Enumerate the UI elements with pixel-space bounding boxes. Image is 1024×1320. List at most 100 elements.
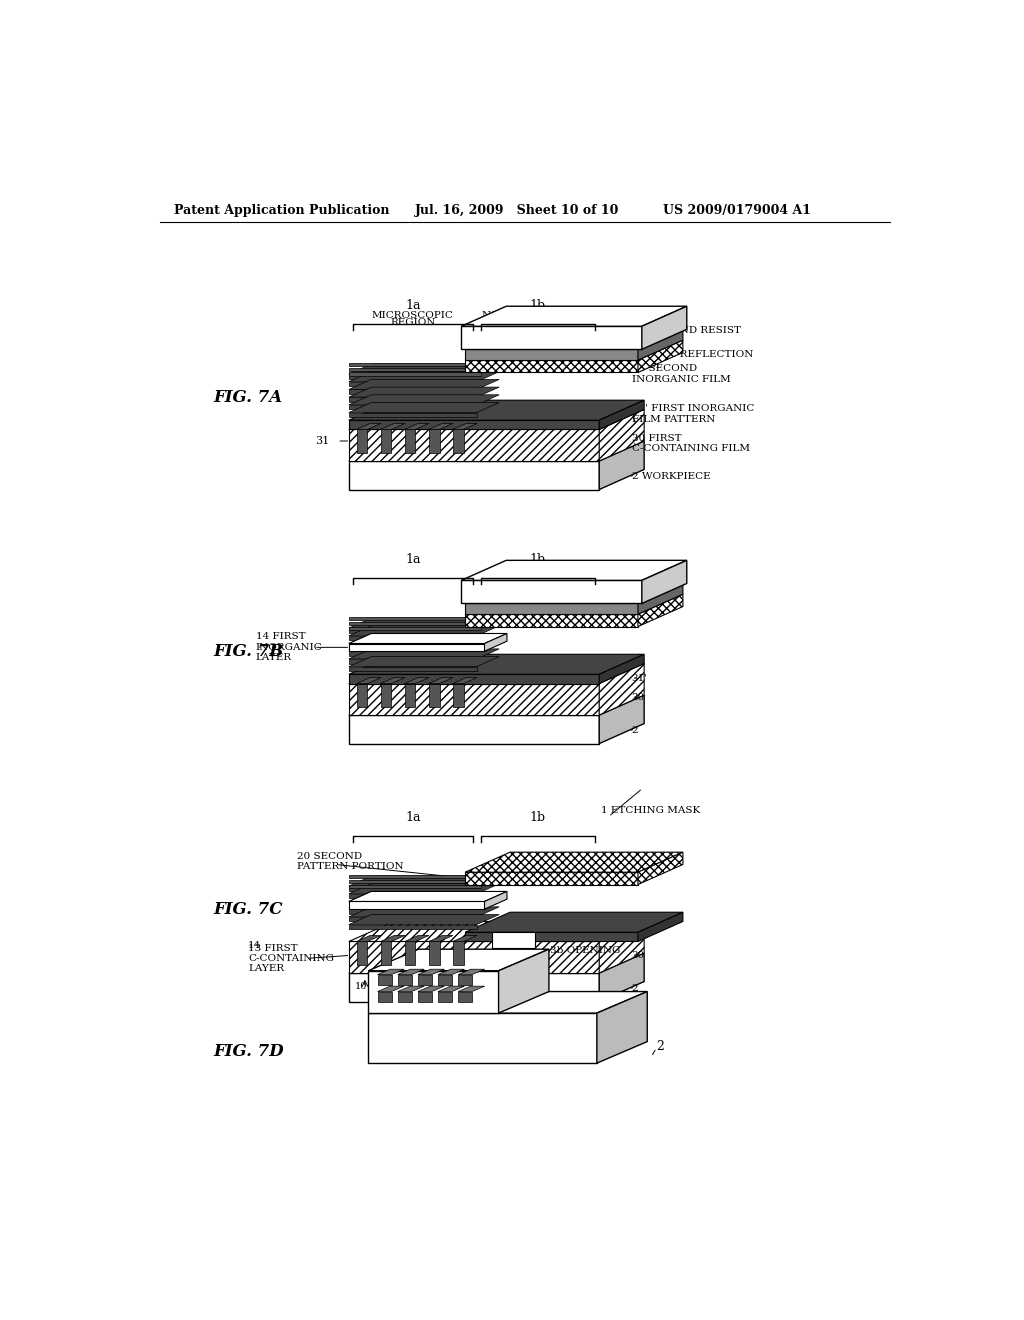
Polygon shape bbox=[461, 561, 687, 581]
Text: FIG. 7D: FIG. 7D bbox=[213, 1043, 284, 1060]
Polygon shape bbox=[429, 684, 439, 706]
Text: 31': 31' bbox=[632, 673, 648, 682]
Polygon shape bbox=[349, 420, 599, 429]
Text: REGION: REGION bbox=[515, 318, 561, 327]
Polygon shape bbox=[349, 395, 500, 405]
Text: 30: 30 bbox=[632, 950, 645, 960]
Text: 36: 36 bbox=[632, 615, 645, 624]
Polygon shape bbox=[599, 696, 644, 743]
Polygon shape bbox=[429, 677, 453, 684]
Polygon shape bbox=[369, 970, 499, 1014]
Text: NON-MICROSCOPIC: NON-MICROSCOPIC bbox=[482, 310, 594, 319]
Polygon shape bbox=[349, 634, 507, 644]
Polygon shape bbox=[638, 341, 683, 372]
Polygon shape bbox=[349, 884, 480, 887]
Polygon shape bbox=[404, 424, 429, 429]
Text: 30 FIRST
C-CONTAINING FILM: 30 FIRST C-CONTAINING FILM bbox=[632, 433, 750, 453]
Polygon shape bbox=[597, 991, 647, 1063]
Polygon shape bbox=[349, 618, 480, 620]
Text: Patent Application Publication: Patent Application Publication bbox=[174, 205, 390, 218]
Polygon shape bbox=[638, 853, 683, 884]
Polygon shape bbox=[349, 636, 477, 640]
Text: 1b: 1b bbox=[529, 553, 546, 566]
Polygon shape bbox=[349, 409, 644, 429]
Polygon shape bbox=[418, 986, 444, 991]
Polygon shape bbox=[397, 974, 412, 985]
Text: 2: 2 bbox=[632, 726, 638, 735]
Polygon shape bbox=[458, 991, 472, 1002]
Polygon shape bbox=[599, 921, 644, 973]
Polygon shape bbox=[418, 991, 432, 1002]
Polygon shape bbox=[381, 936, 404, 941]
Text: 37: 37 bbox=[632, 605, 645, 614]
Polygon shape bbox=[381, 941, 391, 965]
Text: 2: 2 bbox=[632, 983, 638, 993]
Polygon shape bbox=[349, 659, 477, 664]
Polygon shape bbox=[465, 932, 638, 941]
Text: 13 FIRST
C-CONTAINING
LAYER: 13 FIRST C-CONTAINING LAYER bbox=[248, 944, 334, 973]
Polygon shape bbox=[465, 583, 683, 603]
Polygon shape bbox=[349, 387, 500, 397]
Polygon shape bbox=[349, 715, 599, 743]
Polygon shape bbox=[349, 649, 500, 659]
Polygon shape bbox=[465, 330, 683, 350]
Polygon shape bbox=[349, 397, 477, 401]
Text: 31': 31' bbox=[632, 932, 648, 941]
Polygon shape bbox=[465, 360, 638, 372]
Polygon shape bbox=[458, 974, 472, 985]
Polygon shape bbox=[349, 412, 477, 417]
Polygon shape bbox=[381, 684, 391, 706]
Polygon shape bbox=[349, 400, 644, 420]
Text: 10: 10 bbox=[402, 982, 416, 991]
Polygon shape bbox=[418, 974, 432, 985]
Text: 14: 14 bbox=[248, 941, 261, 950]
Polygon shape bbox=[349, 441, 644, 461]
Text: 1b: 1b bbox=[529, 300, 546, 313]
Text: MICROSCOPIC: MICROSCOPIC bbox=[372, 310, 454, 319]
Polygon shape bbox=[356, 677, 381, 684]
Polygon shape bbox=[349, 899, 500, 909]
Polygon shape bbox=[349, 953, 644, 973]
Polygon shape bbox=[349, 644, 484, 651]
Text: 31: 31 bbox=[315, 436, 330, 446]
Polygon shape bbox=[418, 969, 444, 974]
Polygon shape bbox=[349, 907, 500, 917]
Polygon shape bbox=[349, 891, 500, 902]
Polygon shape bbox=[453, 677, 477, 684]
Polygon shape bbox=[356, 429, 368, 453]
Polygon shape bbox=[356, 941, 368, 965]
Text: 38 SECOND RESIST: 38 SECOND RESIST bbox=[632, 326, 740, 335]
Text: 2: 2 bbox=[656, 1040, 665, 1053]
Polygon shape bbox=[349, 429, 599, 461]
Polygon shape bbox=[369, 1014, 597, 1063]
Polygon shape bbox=[453, 936, 477, 941]
Polygon shape bbox=[356, 936, 381, 941]
Polygon shape bbox=[349, 622, 480, 626]
Text: 10: 10 bbox=[355, 982, 368, 991]
Polygon shape bbox=[369, 991, 647, 1014]
Polygon shape bbox=[484, 634, 507, 651]
Polygon shape bbox=[349, 626, 500, 636]
Polygon shape bbox=[429, 936, 453, 941]
Polygon shape bbox=[349, 909, 477, 913]
Polygon shape bbox=[599, 441, 644, 490]
Polygon shape bbox=[349, 403, 500, 412]
Polygon shape bbox=[349, 915, 500, 924]
Polygon shape bbox=[429, 429, 439, 453]
Polygon shape bbox=[349, 381, 477, 387]
Polygon shape bbox=[638, 594, 683, 627]
Polygon shape bbox=[349, 374, 477, 379]
Polygon shape bbox=[349, 389, 477, 395]
Polygon shape bbox=[381, 677, 404, 684]
Polygon shape bbox=[404, 429, 416, 453]
Polygon shape bbox=[404, 684, 416, 706]
Polygon shape bbox=[638, 583, 683, 614]
Polygon shape bbox=[349, 884, 500, 894]
Polygon shape bbox=[349, 684, 599, 715]
Polygon shape bbox=[349, 363, 480, 367]
Polygon shape bbox=[349, 656, 500, 667]
Polygon shape bbox=[453, 941, 464, 965]
Polygon shape bbox=[397, 991, 412, 1002]
Text: Jul. 16, 2009   Sheet 10 of 10: Jul. 16, 2009 Sheet 10 of 10 bbox=[415, 205, 620, 218]
Polygon shape bbox=[369, 949, 549, 970]
